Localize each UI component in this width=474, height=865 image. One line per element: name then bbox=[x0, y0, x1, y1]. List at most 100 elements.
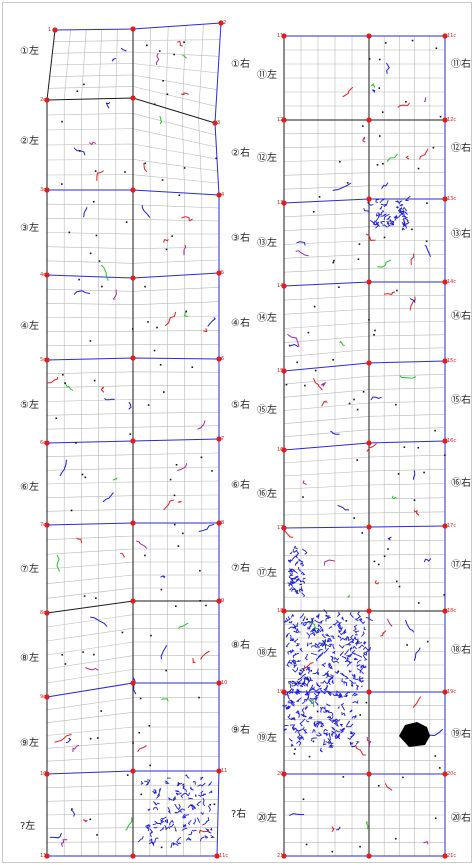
right-grid-row bbox=[283, 387, 446, 398]
dense-crack-stroke bbox=[380, 203, 387, 206]
left-crack bbox=[56, 554, 61, 572]
left-control-point bbox=[218, 20, 224, 26]
right-crack bbox=[397, 102, 410, 108]
left-survey-dot bbox=[163, 391, 165, 393]
dense-crack-stroke bbox=[174, 826, 177, 832]
left-survey-dot bbox=[101, 285, 103, 288]
dense-crack-stroke bbox=[290, 637, 295, 642]
left-control-point bbox=[130, 598, 136, 604]
dense-crack-stroke bbox=[333, 656, 340, 661]
left-control-point bbox=[44, 694, 50, 700]
left-survey-dot bbox=[96, 737, 99, 739]
left-crack bbox=[164, 311, 177, 327]
left-crack bbox=[177, 500, 182, 503]
dense-crack-stroke bbox=[317, 652, 324, 658]
left-survey-dot bbox=[139, 697, 142, 700]
dense-crack-stroke bbox=[346, 661, 352, 667]
dense-crack-stroke bbox=[331, 719, 338, 724]
dense-crack-stroke bbox=[287, 680, 294, 684]
left-survey-dot bbox=[153, 349, 156, 352]
dense-crack-stroke bbox=[348, 638, 352, 642]
dense-crack-stroke bbox=[309, 676, 314, 681]
right-survey-dot bbox=[362, 390, 365, 393]
dense-crack-stroke bbox=[290, 649, 295, 653]
dense-crack-stroke bbox=[293, 664, 298, 669]
dense-crack-stroke bbox=[349, 741, 354, 746]
dense-crack-stroke bbox=[297, 673, 307, 681]
right-control-point bbox=[281, 368, 287, 374]
left-survey-dot bbox=[89, 818, 92, 821]
dense-crack-stroke bbox=[359, 664, 363, 672]
dense-crack-stroke bbox=[358, 644, 365, 649]
right-control-point bbox=[281, 117, 287, 123]
dense-crack-stroke bbox=[191, 829, 197, 832]
left-col-right-label-10: ?右 bbox=[231, 809, 247, 820]
right-survey-dot bbox=[397, 473, 400, 475]
dense-crack-stroke bbox=[294, 692, 300, 695]
left-survey-dot bbox=[183, 167, 186, 169]
dense-crack-stroke bbox=[291, 726, 296, 731]
left-col-label-3: ③左 bbox=[20, 223, 39, 234]
left-crack bbox=[102, 492, 114, 503]
dense-crack-stroke bbox=[314, 700, 319, 706]
dense-crack-stroke bbox=[158, 787, 162, 793]
dense-crack-stroke bbox=[316, 732, 323, 737]
dense-crack-stroke bbox=[317, 668, 320, 675]
right-crack bbox=[413, 647, 421, 661]
dense-crack-stroke bbox=[287, 568, 293, 573]
right-survey-dot bbox=[285, 383, 288, 386]
right-grid-row bbox=[283, 267, 445, 273]
left-crack bbox=[120, 552, 126, 558]
dense-crack-stroke bbox=[151, 831, 153, 834]
dense-crack-stroke bbox=[356, 685, 359, 691]
dense-crack-stroke bbox=[189, 786, 194, 791]
dense-crack-stroke bbox=[294, 729, 302, 733]
dense-crack-stroke bbox=[208, 781, 212, 787]
left-crack bbox=[137, 744, 147, 753]
left-survey-dot bbox=[169, 478, 172, 481]
dense-crack-stroke bbox=[340, 703, 346, 711]
dense-crack-stroke bbox=[298, 726, 305, 733]
left-point-tag: 2c bbox=[40, 97, 46, 103]
dense-crack-stroke bbox=[293, 638, 299, 643]
left-control-point bbox=[44, 187, 50, 193]
left-control-point bbox=[44, 853, 50, 859]
left-crack bbox=[207, 317, 216, 327]
left-crack bbox=[82, 207, 88, 218]
dense-crack-stroke bbox=[164, 819, 169, 824]
dense-crack-stroke bbox=[289, 587, 293, 591]
left-control-point bbox=[216, 436, 222, 442]
left-crack bbox=[73, 147, 86, 156]
left-col-label-9: ⑨左 bbox=[20, 738, 39, 749]
left-grid-row bbox=[50, 63, 219, 74]
dense-crack-stroke bbox=[169, 819, 174, 826]
left-crack bbox=[76, 537, 83, 544]
right-grid-row bbox=[283, 483, 446, 490]
right-boundary bbox=[283, 198, 445, 204]
right-control-point bbox=[442, 196, 448, 202]
left-survey-dot bbox=[178, 194, 181, 197]
dense-crack-stroke bbox=[290, 577, 296, 583]
right-survey-dot bbox=[338, 286, 340, 288]
left-point-tag: 6c bbox=[40, 440, 46, 446]
right-grid-row bbox=[283, 321, 446, 329]
left-control-point bbox=[44, 357, 50, 363]
dense-crack-stroke bbox=[301, 560, 304, 567]
right-crack bbox=[304, 662, 314, 669]
dense-crack-stroke bbox=[302, 729, 308, 734]
left-survey-dot bbox=[131, 328, 134, 330]
left-control-point bbox=[216, 768, 222, 774]
dense-crack-stroke bbox=[299, 669, 303, 672]
left-crack bbox=[96, 170, 104, 181]
dense-crack-stroke bbox=[350, 744, 356, 748]
dense-crack-stroke bbox=[344, 660, 351, 664]
dense-crack-stroke bbox=[293, 589, 299, 593]
right-survey-dot bbox=[435, 47, 438, 50]
dense-crack-stroke bbox=[196, 817, 201, 823]
right-control-point bbox=[281, 608, 287, 614]
left-col-right-label-8: ⑧右 bbox=[231, 640, 250, 651]
dense-crack-stroke bbox=[345, 635, 350, 641]
left-crack bbox=[181, 92, 189, 96]
dense-crack-stroke bbox=[328, 742, 334, 745]
